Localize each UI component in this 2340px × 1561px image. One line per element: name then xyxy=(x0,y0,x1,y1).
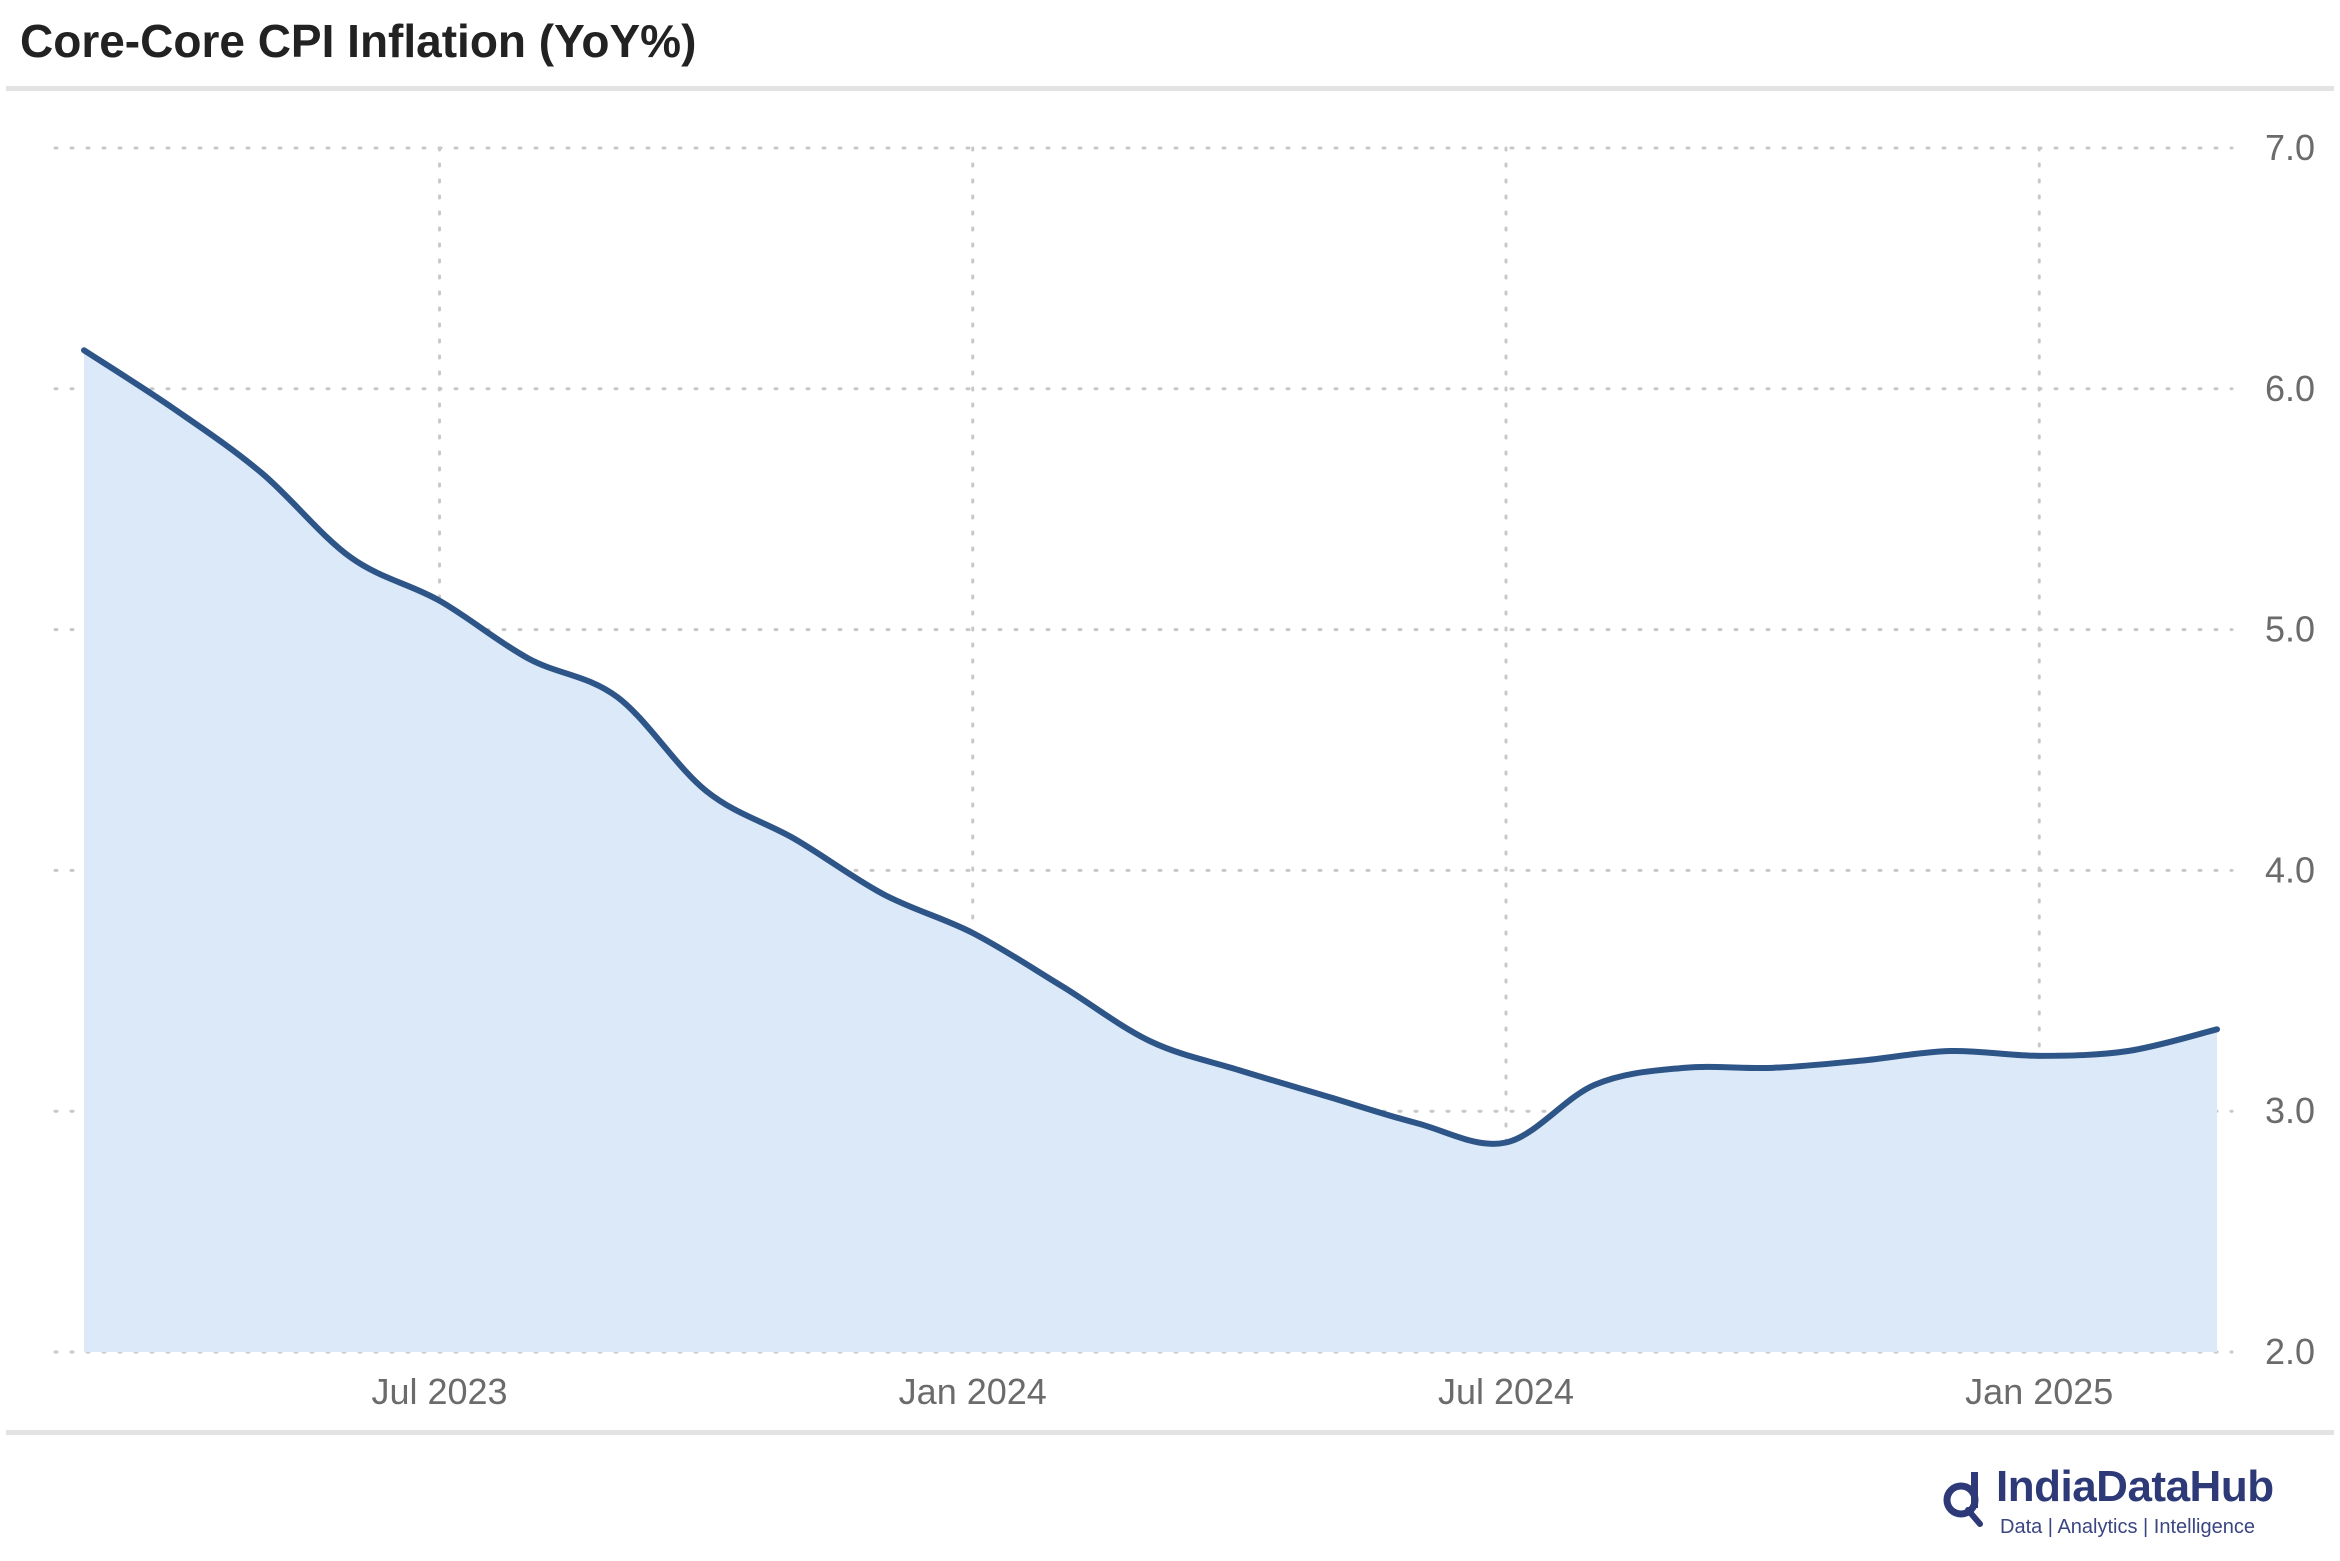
area-fill xyxy=(84,350,2217,1353)
y-tick-label: 7.0 xyxy=(2265,127,2315,168)
x-tick-label: Jan 2024 xyxy=(899,1371,1047,1412)
magnifier-logo-icon xyxy=(1943,1472,1983,1527)
x-tick-label: Jan 2025 xyxy=(1965,1371,2113,1412)
x-tick-label: Jul 2023 xyxy=(371,1371,507,1412)
x-axis-ticks: Jul 2023 Jan 2024 Jul 2024 Jan 2025 xyxy=(371,1371,2113,1412)
y-tick-label: 2.0 xyxy=(2265,1331,2315,1372)
header-divider xyxy=(6,86,2334,91)
chart-title: Core-Core CPI Inflation (YoY%) xyxy=(20,15,697,67)
y-tick-label: 3.0 xyxy=(2265,1090,2315,1131)
y-tick-label: 5.0 xyxy=(2265,609,2315,650)
y-tick-label: 6.0 xyxy=(2265,368,2315,409)
y-tick-label: 4.0 xyxy=(2265,849,2315,890)
brand-logo: IndiaDataHub Data | Analytics | Intellig… xyxy=(1940,1462,2330,1542)
brand-tagline: Data | Analytics | Intelligence xyxy=(2000,1516,2255,1538)
y-axis-ticks: 2.0 3.0 4.0 5.0 6.0 7.0 xyxy=(2265,127,2315,1372)
x-tick-label: Jul 2024 xyxy=(1438,1371,1574,1412)
series-line xyxy=(81,347,2220,1147)
footer-divider xyxy=(6,1430,2334,1435)
brand-name: IndiaDataHub xyxy=(1996,1462,2274,1511)
